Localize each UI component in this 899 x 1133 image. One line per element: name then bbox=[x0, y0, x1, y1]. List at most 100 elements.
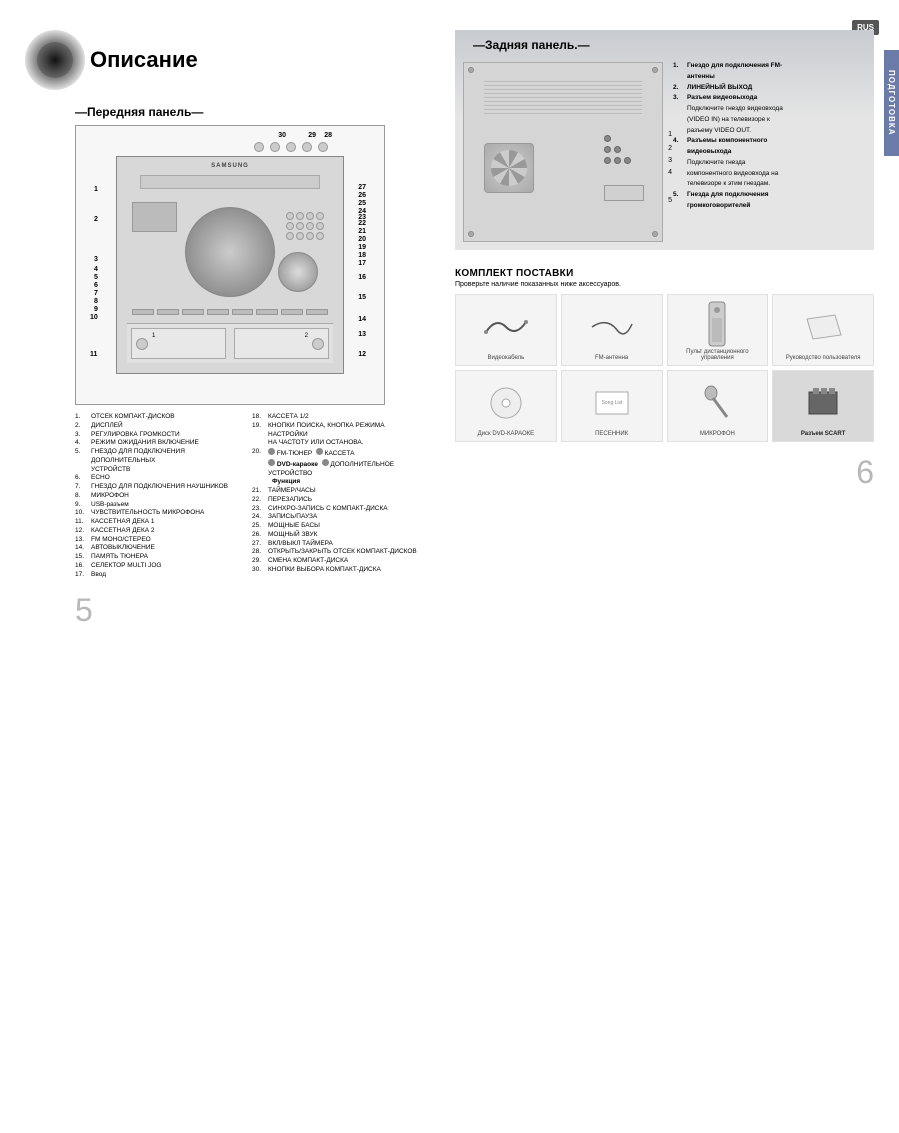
rear-legend-item: 4.Разъемы компонентного bbox=[673, 137, 866, 146]
callout-30: 30 bbox=[278, 132, 286, 139]
legend-item: 21.ТАЙМЕР/ЧАСЫ bbox=[252, 487, 425, 496]
accessory-label: Пульт дистанционного управления bbox=[686, 349, 748, 361]
callout-r27: 27 bbox=[358, 184, 366, 191]
brand-label: SAMSUNG bbox=[211, 163, 249, 169]
callout-l7: 7 bbox=[94, 290, 98, 297]
accessory-label: Разъем SCART bbox=[801, 431, 846, 437]
legend-item: 17.Ввод bbox=[75, 571, 237, 580]
callout-l4: 4 bbox=[94, 266, 98, 273]
accessory-label: ПЕСЕННИК bbox=[595, 431, 628, 437]
manual-icon bbox=[777, 299, 869, 355]
callout-29: 29 bbox=[308, 132, 316, 139]
legend-col-2: 18.КАССЕТА 1/219.КНОПКИ ПОИСКА, КНОПКА Р… bbox=[252, 413, 425, 580]
speaker-terminals bbox=[604, 185, 644, 201]
legend-item: 7.ГНЕЗДО ДЛЯ ПОДКЛЮЧЕНИЯ НАУШНИКОВ bbox=[75, 483, 237, 492]
callout-l6: 6 bbox=[94, 282, 98, 289]
right-page: RUS ПОДГОТОВКА —Задняя панель.— bbox=[455, 30, 874, 629]
accessory-label: Видеокабель bbox=[487, 355, 524, 361]
accessory-label: МИКРОФОН bbox=[700, 431, 735, 437]
callout-r12: 12 bbox=[358, 351, 366, 358]
callout-r14: 14 bbox=[358, 316, 366, 323]
page-number-left: 5 bbox=[75, 592, 425, 629]
rear-legend-item: разъему VIDEO OUT. bbox=[673, 127, 866, 136]
legend-item: 2.ДИСПЛЕЙ bbox=[75, 422, 237, 431]
callout-l8: 8 bbox=[94, 298, 98, 305]
legend-item: 22.ПЕРЕЗАПИСЬ bbox=[252, 496, 425, 505]
cable1-icon bbox=[460, 299, 552, 355]
front-panel-diagram: 30 29 28 1 2 3 4 5 6 7 8 9 10 11 27 26 2… bbox=[75, 125, 385, 405]
title-row: Описание bbox=[25, 30, 425, 90]
accessories-title: КОМПЛЕКТ ПОСТАВКИ bbox=[455, 268, 874, 279]
rear-panel-diagram: 1 2 3 4 5 bbox=[463, 62, 663, 242]
legend-item: 16.СЕЛЕКТОР MULTI JOG bbox=[75, 562, 237, 571]
callout-l11: 11 bbox=[90, 351, 97, 358]
rear-legend-item: 5.Гнезда для подключения bbox=[673, 191, 866, 200]
section-tab: ПОДГОТОВКА bbox=[884, 50, 899, 156]
rear-callout-5: 5 bbox=[668, 197, 672, 204]
callout-l1: 1 bbox=[94, 186, 98, 193]
legend-item: 18.КАССЕТА 1/2 bbox=[252, 413, 425, 422]
rear-legend-item: видеовыхода bbox=[673, 148, 866, 157]
rear-callout-4: 4 bbox=[668, 169, 672, 176]
legend-item-func: DVD-караоке ДОПОЛНИТЕЛЬНОЕ УСТРОЙСТВОФун… bbox=[252, 459, 425, 487]
tape-decks: 1 2 bbox=[127, 323, 333, 363]
callout-l9: 9 bbox=[94, 306, 98, 313]
callout-r22: 22 bbox=[358, 220, 366, 227]
accessory-label: Руководство пользователя bbox=[786, 355, 861, 361]
rear-legend-item: антенны bbox=[673, 73, 866, 82]
rear-callout-1: 1 bbox=[668, 131, 672, 138]
legend-item: 14.АВТОВЫКЛЮЧЕНИЕ bbox=[75, 544, 237, 553]
legend-item: 9.USB-разъем bbox=[75, 501, 237, 510]
callout-r18: 18 bbox=[358, 252, 366, 259]
callout-r19: 19 bbox=[358, 244, 366, 251]
rear-callout-3: 3 bbox=[668, 157, 672, 164]
accessory-cell: Пульт дистанционного управления bbox=[667, 294, 769, 366]
scart-icon bbox=[777, 375, 869, 431]
rear-legend-item: 2.ЛИНЕЙНЫЙ ВЫХОД bbox=[673, 84, 866, 93]
jack-cluster bbox=[604, 135, 644, 164]
rear-panel-heading: —Задняя панель.— bbox=[473, 38, 866, 52]
front-panel-legend: 1.ОТСЕК КОМПАКТ-ДИСКОВ2.ДИСПЛЕЙ3.РЕГУЛИР… bbox=[75, 413, 425, 580]
rear-panel-legend: 1.Гнездо для подключения FM-антенны2.ЛИН… bbox=[673, 62, 866, 213]
vent-grille bbox=[484, 81, 642, 116]
page-spread: Описание —Передняя панель— 30 29 28 1 2 … bbox=[0, 0, 899, 649]
callout-r26: 26 bbox=[358, 192, 366, 199]
rear-legend-item: громкоговорителей bbox=[673, 202, 866, 211]
legend-item: 15.ПАМЯТЬ ТЮНЕРА bbox=[75, 553, 237, 562]
legend-item: 29.СМЕНА КОМПАКТ-ДИСКА bbox=[252, 557, 425, 566]
cd-tray bbox=[140, 175, 321, 189]
accessory-cell: FM-антенна bbox=[561, 294, 663, 366]
rear-legend-item: компонентного видеовхода на bbox=[673, 170, 866, 179]
display-panel bbox=[132, 202, 177, 232]
rear-legend-item: Подключите гнезда bbox=[673, 159, 866, 168]
button-row bbox=[132, 309, 328, 319]
callout-l3: 3 bbox=[94, 256, 98, 263]
top-knobs bbox=[254, 142, 328, 152]
legend-item: 19.КНОПКИ ПОИСКА, КНОПКА РЕЖИМА НАСТРОЙК… bbox=[252, 422, 425, 440]
callout-28: 28 bbox=[324, 132, 332, 139]
legend-item: 4.РЕЖИМ ОЖИДАНИЯ ВКЛЮЧЕНИЕ bbox=[75, 439, 237, 448]
legend-item: 25.МОЩНЫЕ БАСЫ bbox=[252, 522, 425, 531]
disc-icon bbox=[460, 375, 552, 431]
accessory-label: Диск DVD-КАРАОКЕ bbox=[478, 431, 535, 437]
rear-callout-2: 2 bbox=[668, 145, 672, 152]
legend-item: 24.ЗАПИСЬ/ПАУЗА bbox=[252, 513, 425, 522]
cable2-icon bbox=[566, 299, 658, 355]
keypad bbox=[286, 212, 328, 240]
tape-deck-1: 1 bbox=[131, 328, 226, 359]
callout-l2: 2 bbox=[94, 216, 98, 223]
accessory-cell: Видеокабель bbox=[455, 294, 557, 366]
callout-r25: 25 bbox=[358, 200, 366, 207]
accessory-cell: Разъем SCART bbox=[772, 370, 874, 442]
jog-dial bbox=[278, 252, 318, 292]
legend-item: 27.ВКЛ/ВЫКЛ ТАЙМЕРА bbox=[252, 540, 425, 549]
rear-legend-item: Подключите гнездо видеовхода bbox=[673, 105, 866, 114]
main-dial bbox=[185, 207, 275, 297]
callout-l5: 5 bbox=[94, 274, 98, 281]
legend-item: 30.КНОПКИ ВЫБОРА КОМПАКТ-ДИСКА bbox=[252, 566, 425, 575]
rear-panel-section: —Задняя панель.— 1 bbox=[455, 30, 874, 250]
tape-deck-2: 2 bbox=[234, 328, 329, 359]
device-illustration: SAMSUNG 1 2 bbox=[116, 156, 344, 374]
book-icon: Song List bbox=[566, 375, 658, 431]
legend-item: 5.ГНЕЗДО ДЛЯ ПОДКЛЮЧЕНИЯ ДОПОЛНИТЕЛЬНЫХ bbox=[75, 448, 237, 466]
